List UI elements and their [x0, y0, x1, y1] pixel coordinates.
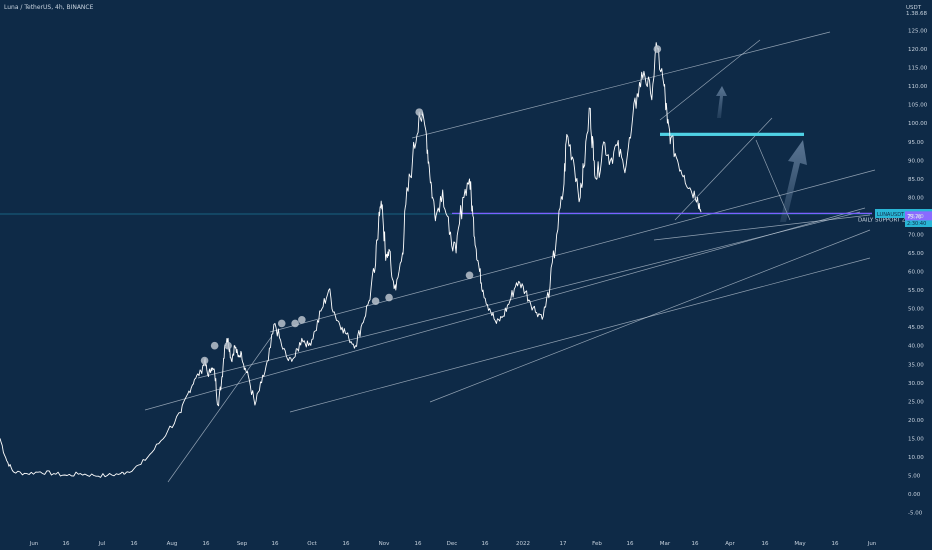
peak-marker [465, 271, 474, 280]
y-tick-label: 110.00 [908, 84, 928, 90]
y-tick-label: 15.00 [908, 436, 924, 442]
x-tick-label: Nov [379, 541, 390, 547]
y-tick-label: 75.00 [908, 214, 924, 220]
x-tick-label: May [794, 541, 806, 547]
peak-marker [210, 341, 219, 350]
trend-line [659, 39, 761, 121]
y-tick-label: 125.00 [908, 29, 928, 35]
peak-marker [415, 108, 424, 116]
x-tick-label: Aug [167, 541, 178, 547]
y-tick-label: 90.00 [908, 158, 924, 164]
chart-title: Luna / TetherUS, 4h, BINANCE [4, 4, 94, 11]
time-badge-value: 2:30:40 [907, 221, 926, 227]
support-price-value: 75.70 [907, 214, 921, 220]
y-tick-label: 5.00 [908, 474, 921, 480]
y-tick-label: 120.00 [908, 47, 928, 53]
x-tick-label: Feb [592, 541, 602, 547]
x-tick-label: 16 [131, 541, 138, 547]
x-tick-label: 16 [63, 541, 70, 547]
support-badge [905, 211, 932, 221]
x-tick-label: 2022 [516, 541, 530, 547]
peak-marker [298, 315, 306, 324]
x-tick-label: Jul [98, 541, 106, 547]
price-badge-symbol: LUNAUSDT [877, 212, 905, 218]
y-tick-label: 70.00 [908, 232, 924, 238]
y-tick-label: 115.00 [908, 66, 928, 72]
x-tick-label: 16 [415, 541, 422, 547]
x-tick-label: 16 [832, 541, 839, 547]
x-tick-label: Jun [29, 541, 39, 547]
y-tick-label: 50.00 [908, 307, 924, 313]
y-tick-label: 95.00 [908, 140, 924, 146]
x-tick-label: 16 [692, 541, 699, 547]
peak-marker [224, 341, 232, 350]
x-tick-label: 16 [203, 541, 210, 547]
y-tick-label: 35.00 [908, 362, 924, 368]
trend-line [653, 214, 871, 241]
x-tick-label: Mar [660, 541, 671, 547]
x-tick-label: Dec [447, 541, 458, 547]
trend-line [429, 229, 871, 403]
x-tick-label: 16 [627, 541, 634, 547]
y-tick-label: 30.00 [908, 381, 924, 387]
y-tick-label: 10.00 [908, 455, 924, 461]
trend-line [197, 211, 861, 379]
y-axis-top-label: 1.38.68 [906, 11, 927, 17]
price-badge [875, 209, 905, 218]
trend-line [269, 169, 876, 333]
y-tick-label: 80.00 [908, 195, 924, 201]
y-tick-label: 20.00 [908, 418, 924, 424]
x-tick-label: 16 [762, 541, 769, 547]
peak-marker [371, 297, 380, 306]
y-tick-label: 85.00 [908, 177, 924, 183]
x-tick-label: Sep [237, 541, 248, 547]
support-zone-label: DAILY SUPPORT ZONE [858, 217, 918, 223]
up-arrow-icon [780, 140, 807, 222]
y-tick-label: 65.00 [908, 251, 924, 257]
trend-line [289, 257, 871, 413]
peak-marker [385, 293, 393, 302]
x-tick-label: 16 [272, 541, 279, 547]
y-tick-label: 60.00 [908, 270, 924, 276]
y-tick-label: 105.00 [908, 103, 928, 109]
y-tick-label: 0.00 [908, 492, 921, 498]
trend-line [167, 335, 273, 483]
up-arrow-icon [716, 86, 727, 118]
x-tick-label: Oct [307, 541, 317, 547]
y-tick-label: 25.00 [908, 399, 924, 405]
x-tick-label: Jun [867, 541, 877, 547]
peak-marker [200, 356, 209, 365]
price-line [0, 42, 702, 478]
y-tick-label: 100.00 [908, 121, 928, 127]
x-tick-label: 16 [343, 541, 350, 547]
resistance-zone [660, 132, 804, 136]
peak-marker [291, 319, 299, 328]
y-axis-unit: USDT [906, 5, 922, 11]
peak-marker [653, 45, 662, 53]
x-tick-label: 16 [482, 541, 489, 547]
trend-line [411, 31, 831, 139]
x-tick-label: Apr [725, 541, 735, 547]
y-tick-label: -5.00 [908, 511, 923, 517]
y-tick-label: 40.00 [908, 344, 924, 350]
time-badge [905, 218, 932, 227]
x-tick-label: 17 [560, 541, 567, 547]
y-tick-label: 45.00 [908, 325, 924, 331]
y-tick-label: 55.00 [908, 288, 924, 294]
peak-marker [277, 319, 286, 328]
